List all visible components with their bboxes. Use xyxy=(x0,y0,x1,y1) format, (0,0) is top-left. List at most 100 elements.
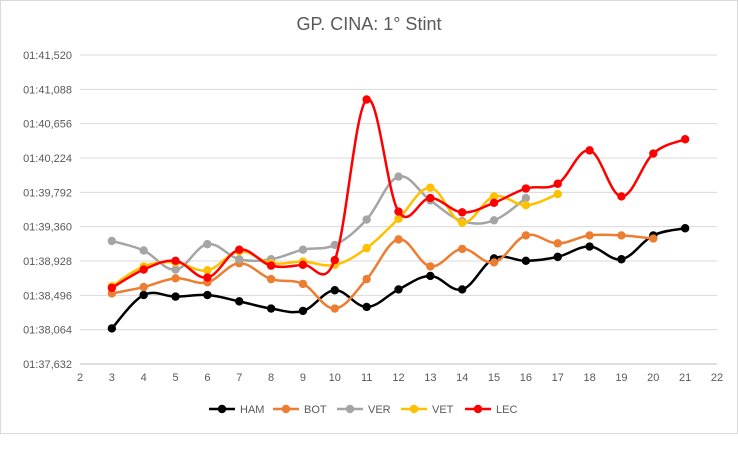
y-tick-label: 01:38,928 xyxy=(23,256,72,268)
bot-data-point xyxy=(330,304,339,313)
bot-data-point xyxy=(394,235,403,244)
ham-data-point xyxy=(394,285,403,294)
lec-data-point xyxy=(107,283,117,293)
lec-data-point xyxy=(362,95,371,104)
y-tick-label: 01:41,520 xyxy=(23,50,72,62)
ham-data-point xyxy=(617,255,626,264)
x-tick-label: 21 xyxy=(679,372,691,384)
ver-legend-marker xyxy=(345,404,355,414)
bot-legend-marker xyxy=(281,404,291,414)
ham-data-point xyxy=(362,302,371,312)
ver-data-point xyxy=(298,245,308,254)
x-tick-label: 14 xyxy=(456,372,468,384)
lec-data-point xyxy=(458,208,467,217)
bot-data-point xyxy=(617,231,626,240)
bot-data-point xyxy=(521,231,531,240)
x-tick-label: 10 xyxy=(329,372,341,384)
ver-data-point xyxy=(203,239,212,249)
ham-data-point xyxy=(426,271,435,281)
x-tick-label: 22 xyxy=(711,372,723,384)
bot-data-point xyxy=(426,262,435,271)
y-tick-label: 01:38,496 xyxy=(23,290,72,302)
vet-data-point xyxy=(458,218,467,227)
vet-legend-label: VET xyxy=(432,404,454,416)
lec-data-point xyxy=(521,184,531,193)
bot-data-point xyxy=(139,282,148,292)
bot-data-point xyxy=(649,234,658,243)
ham-data-point xyxy=(585,242,594,251)
ham-data-point xyxy=(266,304,276,313)
bot-data-point xyxy=(585,231,594,240)
ver-data-point xyxy=(171,265,180,274)
axes: 01:37,632 01:38,064 01:38,496 01:38,928 01:3… xyxy=(23,50,723,384)
x-tick-label: 4 xyxy=(141,372,147,384)
lec-legend-marker xyxy=(473,404,483,414)
x-tick-label: 8 xyxy=(268,372,274,384)
x-tick-label: 13 xyxy=(424,372,436,384)
lec-data-point xyxy=(617,192,626,201)
x-tick-label: 12 xyxy=(392,372,404,384)
bot-data-point xyxy=(458,244,467,254)
bot-legend-label: BOT xyxy=(304,404,327,416)
ham-data-point xyxy=(521,256,531,266)
ver-legend-label: VER xyxy=(368,404,391,416)
ham-data-point xyxy=(298,306,308,316)
x-tick-label: 16 xyxy=(520,372,532,384)
bot-data-point xyxy=(266,274,276,284)
y-tick-label: 01:38,064 xyxy=(23,325,72,337)
vet-data-point xyxy=(521,201,531,210)
ver-data-point xyxy=(107,236,117,246)
lec-data-point xyxy=(235,245,244,254)
bot-data-point xyxy=(298,279,308,289)
y-tick-label: 01:40,224 xyxy=(23,153,72,165)
ham-data-point xyxy=(235,297,244,306)
y-tick-label: 01:40,656 xyxy=(23,119,72,131)
lec-data-point xyxy=(298,260,308,270)
lec-legend-label: LEC xyxy=(496,404,517,416)
lec-series-line xyxy=(110,98,687,290)
y-tick-label: 01:39,792 xyxy=(23,187,72,199)
y-tick-label: 01:37,632 xyxy=(23,359,72,371)
lec-data-point xyxy=(171,256,180,266)
ver-data-point xyxy=(330,240,339,250)
vet-data-point xyxy=(203,266,212,275)
x-tick-label: 9 xyxy=(300,372,306,384)
lec-data-point xyxy=(330,255,339,265)
ver-data-point xyxy=(489,216,499,225)
lec-data-point xyxy=(139,265,148,274)
x-tick-label: 11 xyxy=(361,372,372,384)
lec-data-point xyxy=(585,146,594,155)
ham-data-point xyxy=(107,324,117,333)
lec-data-point xyxy=(489,198,499,208)
x-tick-label: 20 xyxy=(647,372,659,384)
x-tick-label: 5 xyxy=(172,372,178,384)
bot-data-point xyxy=(553,239,562,248)
ham-data-point xyxy=(330,286,339,295)
gridlines xyxy=(80,54,717,331)
ver-data-point xyxy=(521,193,531,203)
series-lines xyxy=(107,95,690,333)
legend: HAM BOT VER VET LEC xyxy=(209,404,517,416)
vet-data-point xyxy=(362,243,371,253)
lec-data-point xyxy=(649,149,658,158)
ham-data-point xyxy=(203,290,212,300)
ham-data-point xyxy=(680,224,690,233)
chart-title: GP. CINA: 1° Stint xyxy=(296,14,442,34)
vet-legend-marker xyxy=(409,404,419,414)
ver-data-point xyxy=(235,255,244,264)
vet-data-point xyxy=(426,183,435,192)
x-tick-label: 3 xyxy=(109,372,115,384)
lec-data-point xyxy=(266,261,276,270)
bot-data-point xyxy=(362,274,371,284)
vet-data-point xyxy=(553,189,562,199)
x-tick-label: 7 xyxy=(236,372,242,384)
x-tick-label: 19 xyxy=(615,372,627,384)
lec-data-point xyxy=(394,207,403,216)
bot-data-point xyxy=(171,274,180,283)
ham-data-point xyxy=(171,292,180,301)
lec-data-point xyxy=(680,135,690,144)
ham-legend-label: HAM xyxy=(240,404,264,416)
y-tick-label: 01:39,360 xyxy=(23,222,72,234)
lec-data-point xyxy=(426,193,435,203)
